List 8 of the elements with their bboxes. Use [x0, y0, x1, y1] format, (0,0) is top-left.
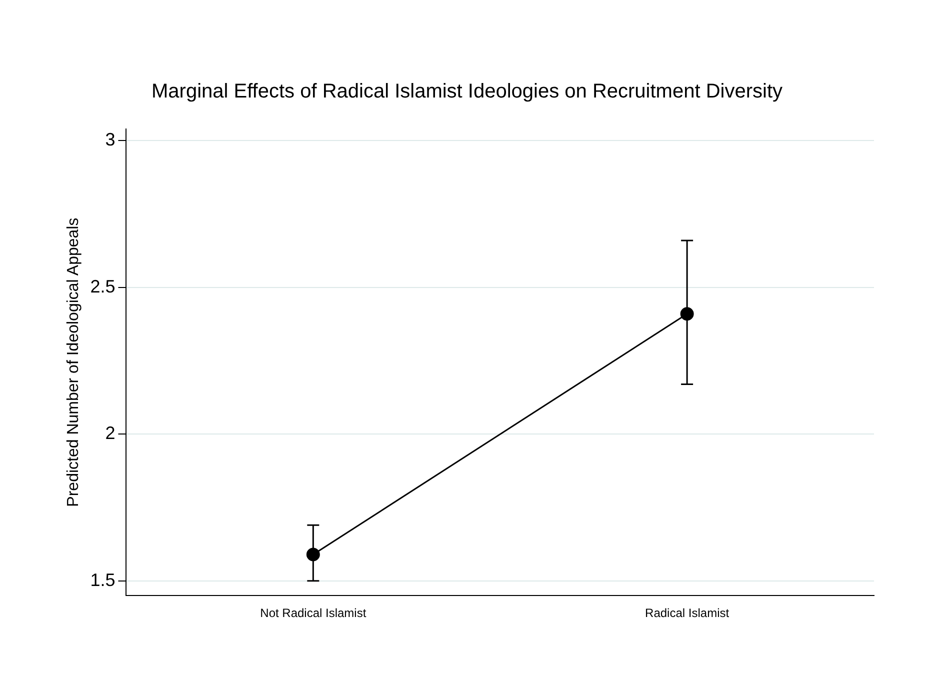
chart-title: Marginal Effects of Radical Islamist Ideologies on Recruitment Diversity: [152, 80, 782, 103]
x-tick-label: Radical Islamist: [645, 606, 730, 620]
y-tick-label: 1.5: [90, 570, 116, 590]
y-axis-title: Predicted Number of Ideological Appeals: [65, 218, 82, 507]
y-tick-label: 3: [105, 130, 116, 150]
x-tick-label: Not Radical Islamist: [260, 606, 367, 620]
y-tick-label: 2: [105, 423, 116, 444]
y-tick-label: 2.5: [90, 276, 116, 296]
